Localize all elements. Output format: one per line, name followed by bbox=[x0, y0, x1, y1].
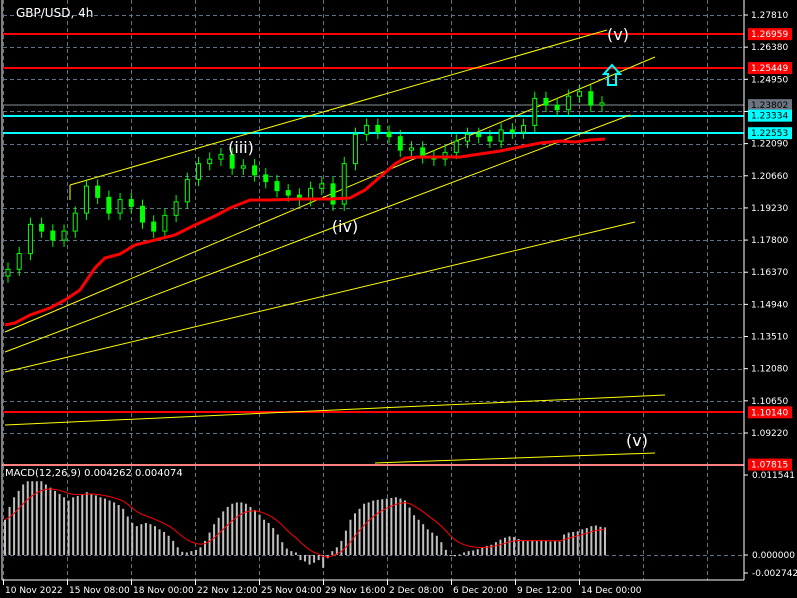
moving-average-line bbox=[4, 137, 606, 327]
chart-frames bbox=[1, 0, 745, 581]
trendline bbox=[4, 394, 666, 426]
time-axis[interactable]: 10 Nov 2022 15 Nov 08:00 18 Nov 00:00 22 No… bbox=[3, 580, 642, 596]
svg-text:1.20660: 1.20660 bbox=[751, 172, 788, 182]
up-arrow-icon bbox=[601, 63, 623, 86]
price-tag bbox=[748, 99, 792, 112]
svg-text:1.25449: 1.25449 bbox=[751, 64, 788, 74]
svg-text:25 Nov 04:00: 25 Nov 04:00 bbox=[261, 586, 322, 596]
svg-text:0.011541: 0.011541 bbox=[752, 471, 795, 481]
trendline bbox=[374, 452, 656, 464]
wave-label: (iii) bbox=[228, 138, 254, 157]
svg-text:1.26959: 1.26959 bbox=[751, 30, 788, 40]
svg-text:1.10650: 1.10650 bbox=[751, 397, 788, 407]
candles bbox=[5, 84, 605, 283]
wave-label: (iv) bbox=[332, 217, 358, 236]
price-tag bbox=[748, 109, 792, 122]
svg-text:1.07815: 1.07815 bbox=[751, 461, 788, 471]
price-axis[interactable]: 1.278101.263801.249501.235201.220901.206… bbox=[744, 11, 792, 471]
svg-text:22 Nov 12:00: 22 Nov 12:00 bbox=[197, 586, 258, 596]
svg-text:29 Nov 16:00: 29 Nov 16:00 bbox=[325, 586, 386, 596]
svg-text:1.19230: 1.19230 bbox=[751, 204, 788, 214]
price-tag bbox=[748, 62, 792, 75]
macd-axis: 0.011541 0.000000 -0.002742 bbox=[744, 471, 797, 579]
trendline bbox=[4, 221, 636, 373]
chart-title: GBP/USD, 4h bbox=[16, 6, 94, 20]
grid bbox=[3, 0, 744, 580]
trendline bbox=[69, 29, 608, 186]
svg-text:14 Dec 00:00: 14 Dec 00:00 bbox=[581, 586, 642, 596]
wave-annotations: (iii) (iv) (v) (v) bbox=[228, 25, 648, 450]
svg-text:6 Dec 20:00: 6 Dec 20:00 bbox=[453, 586, 508, 596]
svg-text:1.10140: 1.10140 bbox=[751, 408, 788, 418]
svg-text:1.09220: 1.09220 bbox=[751, 429, 788, 439]
price-tag bbox=[748, 406, 792, 419]
svg-text:2 Dec 08:00: 2 Dec 08:00 bbox=[389, 586, 444, 596]
macd-signal-line bbox=[4, 488, 606, 558]
svg-text:1.23802: 1.23802 bbox=[751, 101, 788, 111]
price-tag bbox=[748, 28, 792, 41]
svg-text:9 Dec 12:00: 9 Dec 12:00 bbox=[517, 586, 572, 596]
svg-text:1.12080: 1.12080 bbox=[751, 365, 788, 375]
macd-label: MACD(12,26,9) 0.004262 0.004074 bbox=[5, 468, 183, 479]
horizontal-levels[interactable] bbox=[3, 33, 744, 466]
svg-text:1.24950: 1.24950 bbox=[751, 75, 788, 85]
price-tag bbox=[748, 458, 792, 471]
svg-text:15 Nov 08:00: 15 Nov 08:00 bbox=[69, 586, 130, 596]
svg-text:1.27810: 1.27810 bbox=[751, 11, 788, 21]
wave-label: (v) bbox=[607, 25, 629, 44]
svg-text:1.13510: 1.13510 bbox=[751, 333, 788, 343]
svg-text:1.22090: 1.22090 bbox=[751, 140, 788, 150]
svg-text:1.16370: 1.16370 bbox=[751, 268, 788, 278]
svg-text:1.17800: 1.17800 bbox=[751, 236, 788, 246]
svg-text:1.22553: 1.22553 bbox=[751, 129, 788, 139]
trendline bbox=[4, 114, 631, 353]
svg-text:18 Nov 00:00: 18 Nov 00:00 bbox=[133, 586, 194, 596]
macd-panel bbox=[3, 481, 744, 568]
svg-text:10 Nov 2022: 10 Nov 2022 bbox=[5, 586, 63, 596]
svg-text:1.14940: 1.14940 bbox=[751, 300, 788, 310]
svg-text:0.000000: 0.000000 bbox=[752, 551, 795, 561]
wave-label: (v) bbox=[626, 431, 648, 450]
svg-text:-0.002742: -0.002742 bbox=[752, 569, 797, 579]
svg-text:1.23334: 1.23334 bbox=[751, 112, 788, 122]
svg-text:1.26380: 1.26380 bbox=[751, 43, 788, 53]
price-tag bbox=[748, 127, 792, 140]
